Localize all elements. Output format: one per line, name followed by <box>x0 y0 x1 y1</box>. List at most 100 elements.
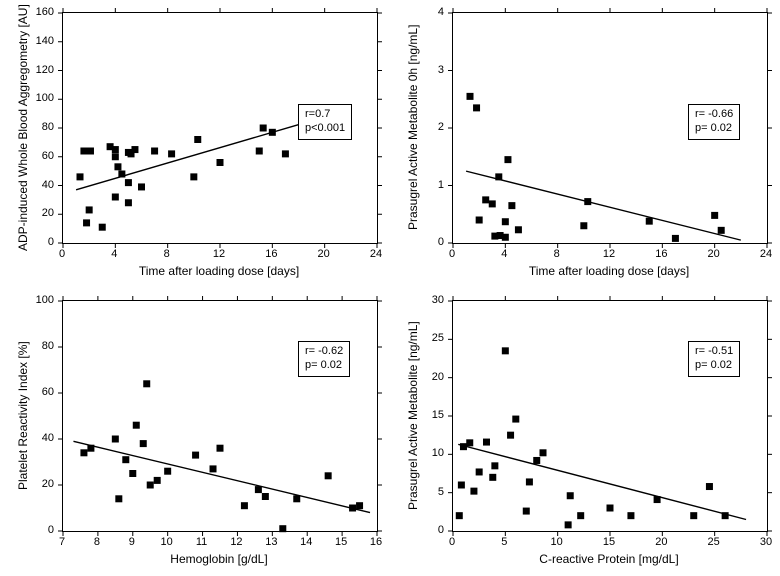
y-tick-label: 140 <box>36 35 54 47</box>
chart-grid: 04812162024020406080100120140160ADP-indu… <box>0 0 780 576</box>
data-point <box>466 439 473 446</box>
data-point <box>190 173 197 180</box>
x-tick-label: 13 <box>265 536 277 548</box>
x-tick-label: 16 <box>370 536 382 548</box>
y-tick-label: 20 <box>432 371 444 383</box>
data-point <box>256 148 263 155</box>
y-tick-label: 15 <box>432 409 444 421</box>
data-point <box>255 486 262 493</box>
data-point <box>502 347 509 354</box>
data-point <box>168 150 175 157</box>
x-axis-label: Hemoglobin [g/dL] <box>170 552 267 566</box>
data-point <box>722 512 729 519</box>
x-tick-label: 5 <box>501 536 507 548</box>
y-tick-label: 120 <box>36 64 54 76</box>
data-point <box>458 482 465 489</box>
x-tick-label: 16 <box>655 248 667 260</box>
data-point <box>567 492 574 499</box>
data-point <box>456 512 463 519</box>
y-tick-label: 2 <box>438 121 444 133</box>
data-point <box>241 502 248 509</box>
y-tick-label: 20 <box>42 478 54 490</box>
y-tick-label: 20 <box>42 207 54 219</box>
plot-svg <box>453 301 767 531</box>
x-tick-label: 0 <box>59 248 65 260</box>
y-axis-label: Prasugrel Active Metabolite [ng/mL] <box>406 321 420 510</box>
data-point <box>87 445 94 452</box>
data-point <box>262 493 269 500</box>
data-point <box>115 495 122 502</box>
stats-p: p= 0.02 <box>695 122 733 136</box>
y-tick-label: 100 <box>36 294 54 306</box>
data-point <box>164 468 171 475</box>
stats-p: p= 0.02 <box>305 359 343 373</box>
x-tick-label: 12 <box>213 248 225 260</box>
data-point <box>476 217 483 224</box>
data-point <box>672 235 679 242</box>
data-point <box>112 436 119 443</box>
data-point <box>154 477 161 484</box>
data-point <box>112 194 119 201</box>
data-point <box>491 462 498 469</box>
x-tick-label: 20 <box>655 536 667 548</box>
data-point <box>125 179 132 186</box>
data-point <box>483 439 490 446</box>
x-tick-label: 0 <box>449 248 455 260</box>
trend-line <box>458 444 746 519</box>
data-point <box>508 202 515 209</box>
data-point <box>87 148 94 155</box>
data-point <box>627 512 634 519</box>
data-point <box>584 198 591 205</box>
data-point <box>580 222 587 229</box>
y-tick-label: 4 <box>438 6 444 18</box>
trend-line <box>466 171 741 240</box>
data-point <box>607 505 614 512</box>
x-tick-label: 8 <box>554 248 560 260</box>
y-tick-label: 30 <box>432 294 444 306</box>
data-point <box>122 456 129 463</box>
data-point <box>706 483 713 490</box>
x-tick-label: 15 <box>335 536 347 548</box>
data-point <box>282 150 289 157</box>
data-point <box>129 470 136 477</box>
data-point <box>646 218 653 225</box>
x-tick-label: 20 <box>708 248 720 260</box>
data-point <box>133 422 140 429</box>
data-point <box>690 512 697 519</box>
plot-svg <box>63 301 377 531</box>
y-tick-label: 1 <box>438 179 444 191</box>
y-tick-label: 60 <box>42 386 54 398</box>
stats-r: r= -0.62 <box>305 345 343 359</box>
data-point <box>125 199 132 206</box>
stats-r: r= -0.51 <box>695 345 733 359</box>
x-tick-label: 20 <box>318 248 330 260</box>
data-point <box>489 200 496 207</box>
data-point <box>143 380 150 387</box>
x-tick-label: 4 <box>501 248 507 260</box>
data-point <box>495 173 502 180</box>
y-tick-label: 10 <box>432 447 444 459</box>
data-point <box>77 173 84 180</box>
data-point <box>512 416 519 423</box>
data-point <box>565 521 572 528</box>
y-tick-label: 0 <box>438 524 444 536</box>
data-point <box>99 224 106 231</box>
stats-p: p= 0.02 <box>695 359 733 373</box>
data-point <box>711 212 718 219</box>
data-point <box>217 445 224 452</box>
data-point <box>489 474 496 481</box>
data-point <box>507 432 514 439</box>
data-point <box>138 183 145 190</box>
panel-bottom-right: 051015202530051015202530Prasugrel Active… <box>390 288 780 576</box>
stats-box: r=0.7p<0.001 <box>298 104 352 140</box>
x-tick-label: 9 <box>129 536 135 548</box>
data-point <box>80 449 87 456</box>
stats-r: r= -0.66 <box>695 108 733 122</box>
data-point <box>260 125 267 132</box>
panel-top-right: 0481216202401234Prasugrel Active Metabol… <box>390 0 780 288</box>
x-tick-label: 12 <box>603 248 615 260</box>
x-tick-label: 0 <box>449 536 455 548</box>
y-tick-label: 80 <box>42 121 54 133</box>
x-tick-label: 11 <box>196 536 207 548</box>
data-point <box>470 488 477 495</box>
